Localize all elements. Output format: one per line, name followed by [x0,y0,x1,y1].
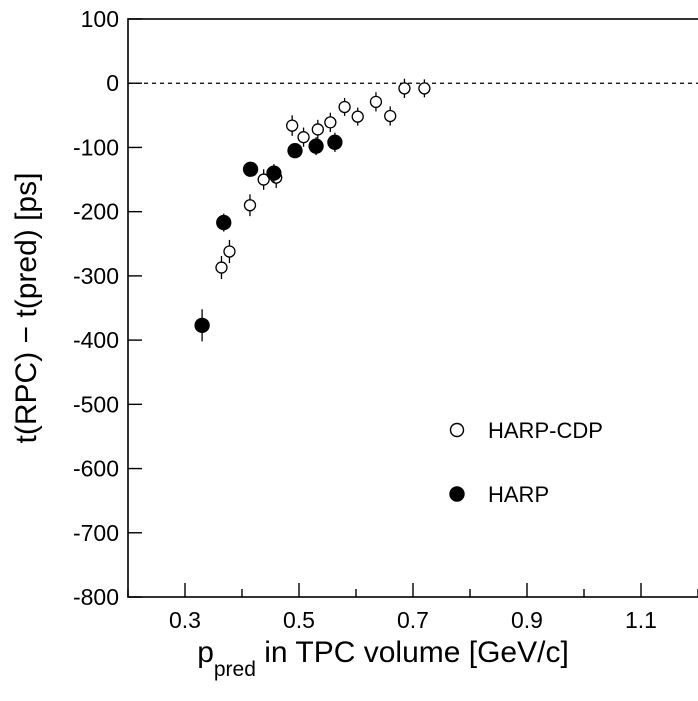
y-tick-label: -500 [73,391,119,417]
x-tick-label: 0.7 [397,607,429,633]
x-axis-label-subscript: pred [214,658,256,681]
harp-point [327,134,343,150]
harp-cdp-point [215,261,228,274]
y-tick-label: 0 [106,70,119,96]
legend-label-harp-cdp: HARP-CDP [488,418,603,443]
harp-cdp-point [384,109,397,123]
x-tick-label: 1.1 [625,607,657,633]
y-tick-label: -200 [73,199,119,225]
y-axis-label: t(RPC) − t(pred) [ps] [10,173,43,444]
harp-point [242,161,259,177]
y-tick-label: -300 [73,263,119,289]
x-axis-label-main: p [197,636,214,669]
data-marks [194,78,431,342]
harp-cdp-point [369,95,383,108]
x-tick-label: 0.5 [283,607,315,633]
harp-cdp-point [324,116,337,129]
harp-point [266,165,282,181]
harp-point [287,143,303,159]
y-tick-label: -800 [73,584,119,610]
harp-cdp-point [418,82,431,95]
harp-cdp-point [351,110,364,123]
ticks: 0.3 0.5 0.7 0.9 1.1 100 0 -100 -200 -300 -400 -500 -… [73,6,698,633]
harp-cdp-point [311,123,324,136]
harp-point [216,214,232,231]
legend-label-harp: HARP [488,482,549,507]
y-tick-label: -600 [73,456,119,482]
harp-cdp-point [223,245,236,258]
y-tick-label: 100 [81,6,119,32]
legend-marker-harp [449,486,465,502]
y-tick-label: -100 [73,134,119,160]
plot-frame [127,18,698,598]
x-axis-label-rest: in TPC volume [GeV/c] [256,636,569,669]
legend: HARP-CDP HARP [449,418,603,507]
harp-cdp-point [286,119,299,132]
y-tick-label: -400 [73,327,119,353]
harp-cdp-point [257,173,270,186]
legend-marker-harp-cdp [449,422,465,438]
harp-cdp-point [398,82,411,95]
x-axis-label: ppred in TPC volume [GeV/c] [197,636,569,681]
harp-point [194,317,210,333]
harp-point [308,138,324,154]
y-tick-label: -700 [73,520,119,546]
harp-cdp-point [297,131,310,144]
harp-cdp-point [243,199,257,212]
x-tick-label: 0.3 [169,607,201,633]
harp-cdp-point [338,100,351,114]
x-tick-label: 0.9 [511,607,543,633]
